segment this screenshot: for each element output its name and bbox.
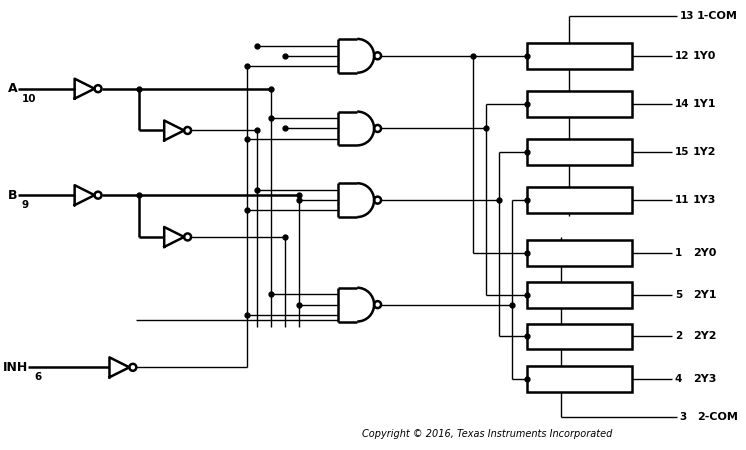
Text: 1Y3: 1Y3 [692,195,716,205]
Text: 1: 1 [674,248,682,258]
Text: Copyright © 2016, Texas Instruments Incorporated: Copyright © 2016, Texas Instruments Inco… [363,429,612,439]
Bar [527,90,632,117]
Text: 2Y3: 2Y3 [692,374,716,384]
Text: 5: 5 [674,290,682,300]
Text: 9: 9 [22,200,29,210]
Text: 10: 10 [22,94,37,104]
Text: 2: 2 [674,332,682,342]
Text: A: A [8,82,18,95]
Text: 1-COM: 1-COM [697,11,738,21]
Text: 12: 12 [674,51,689,61]
Bar [527,187,632,213]
Text: 2Y0: 2Y0 [692,248,716,258]
Text: 1Y2: 1Y2 [692,147,716,158]
Text: 2Y2: 2Y2 [692,332,716,342]
Text: 15: 15 [674,147,689,158]
Text: INH: INH [3,361,28,374]
Bar [527,43,632,69]
Text: 1Y1: 1Y1 [692,99,716,108]
Text: B: B [8,189,17,202]
Text: 3: 3 [680,412,687,422]
Text: 1Y0: 1Y0 [692,51,716,61]
Bar [527,240,632,266]
Text: 14: 14 [674,99,689,108]
Text: 2Y1: 2Y1 [692,290,716,300]
Bar [527,324,632,349]
Text: 13: 13 [680,11,695,21]
Bar [527,140,632,165]
Bar [527,366,632,392]
Text: 2-COM: 2-COM [697,412,738,422]
Bar [527,282,632,308]
Text: 11: 11 [674,195,689,205]
Text: 4: 4 [674,374,682,384]
Text: 6: 6 [35,372,42,382]
